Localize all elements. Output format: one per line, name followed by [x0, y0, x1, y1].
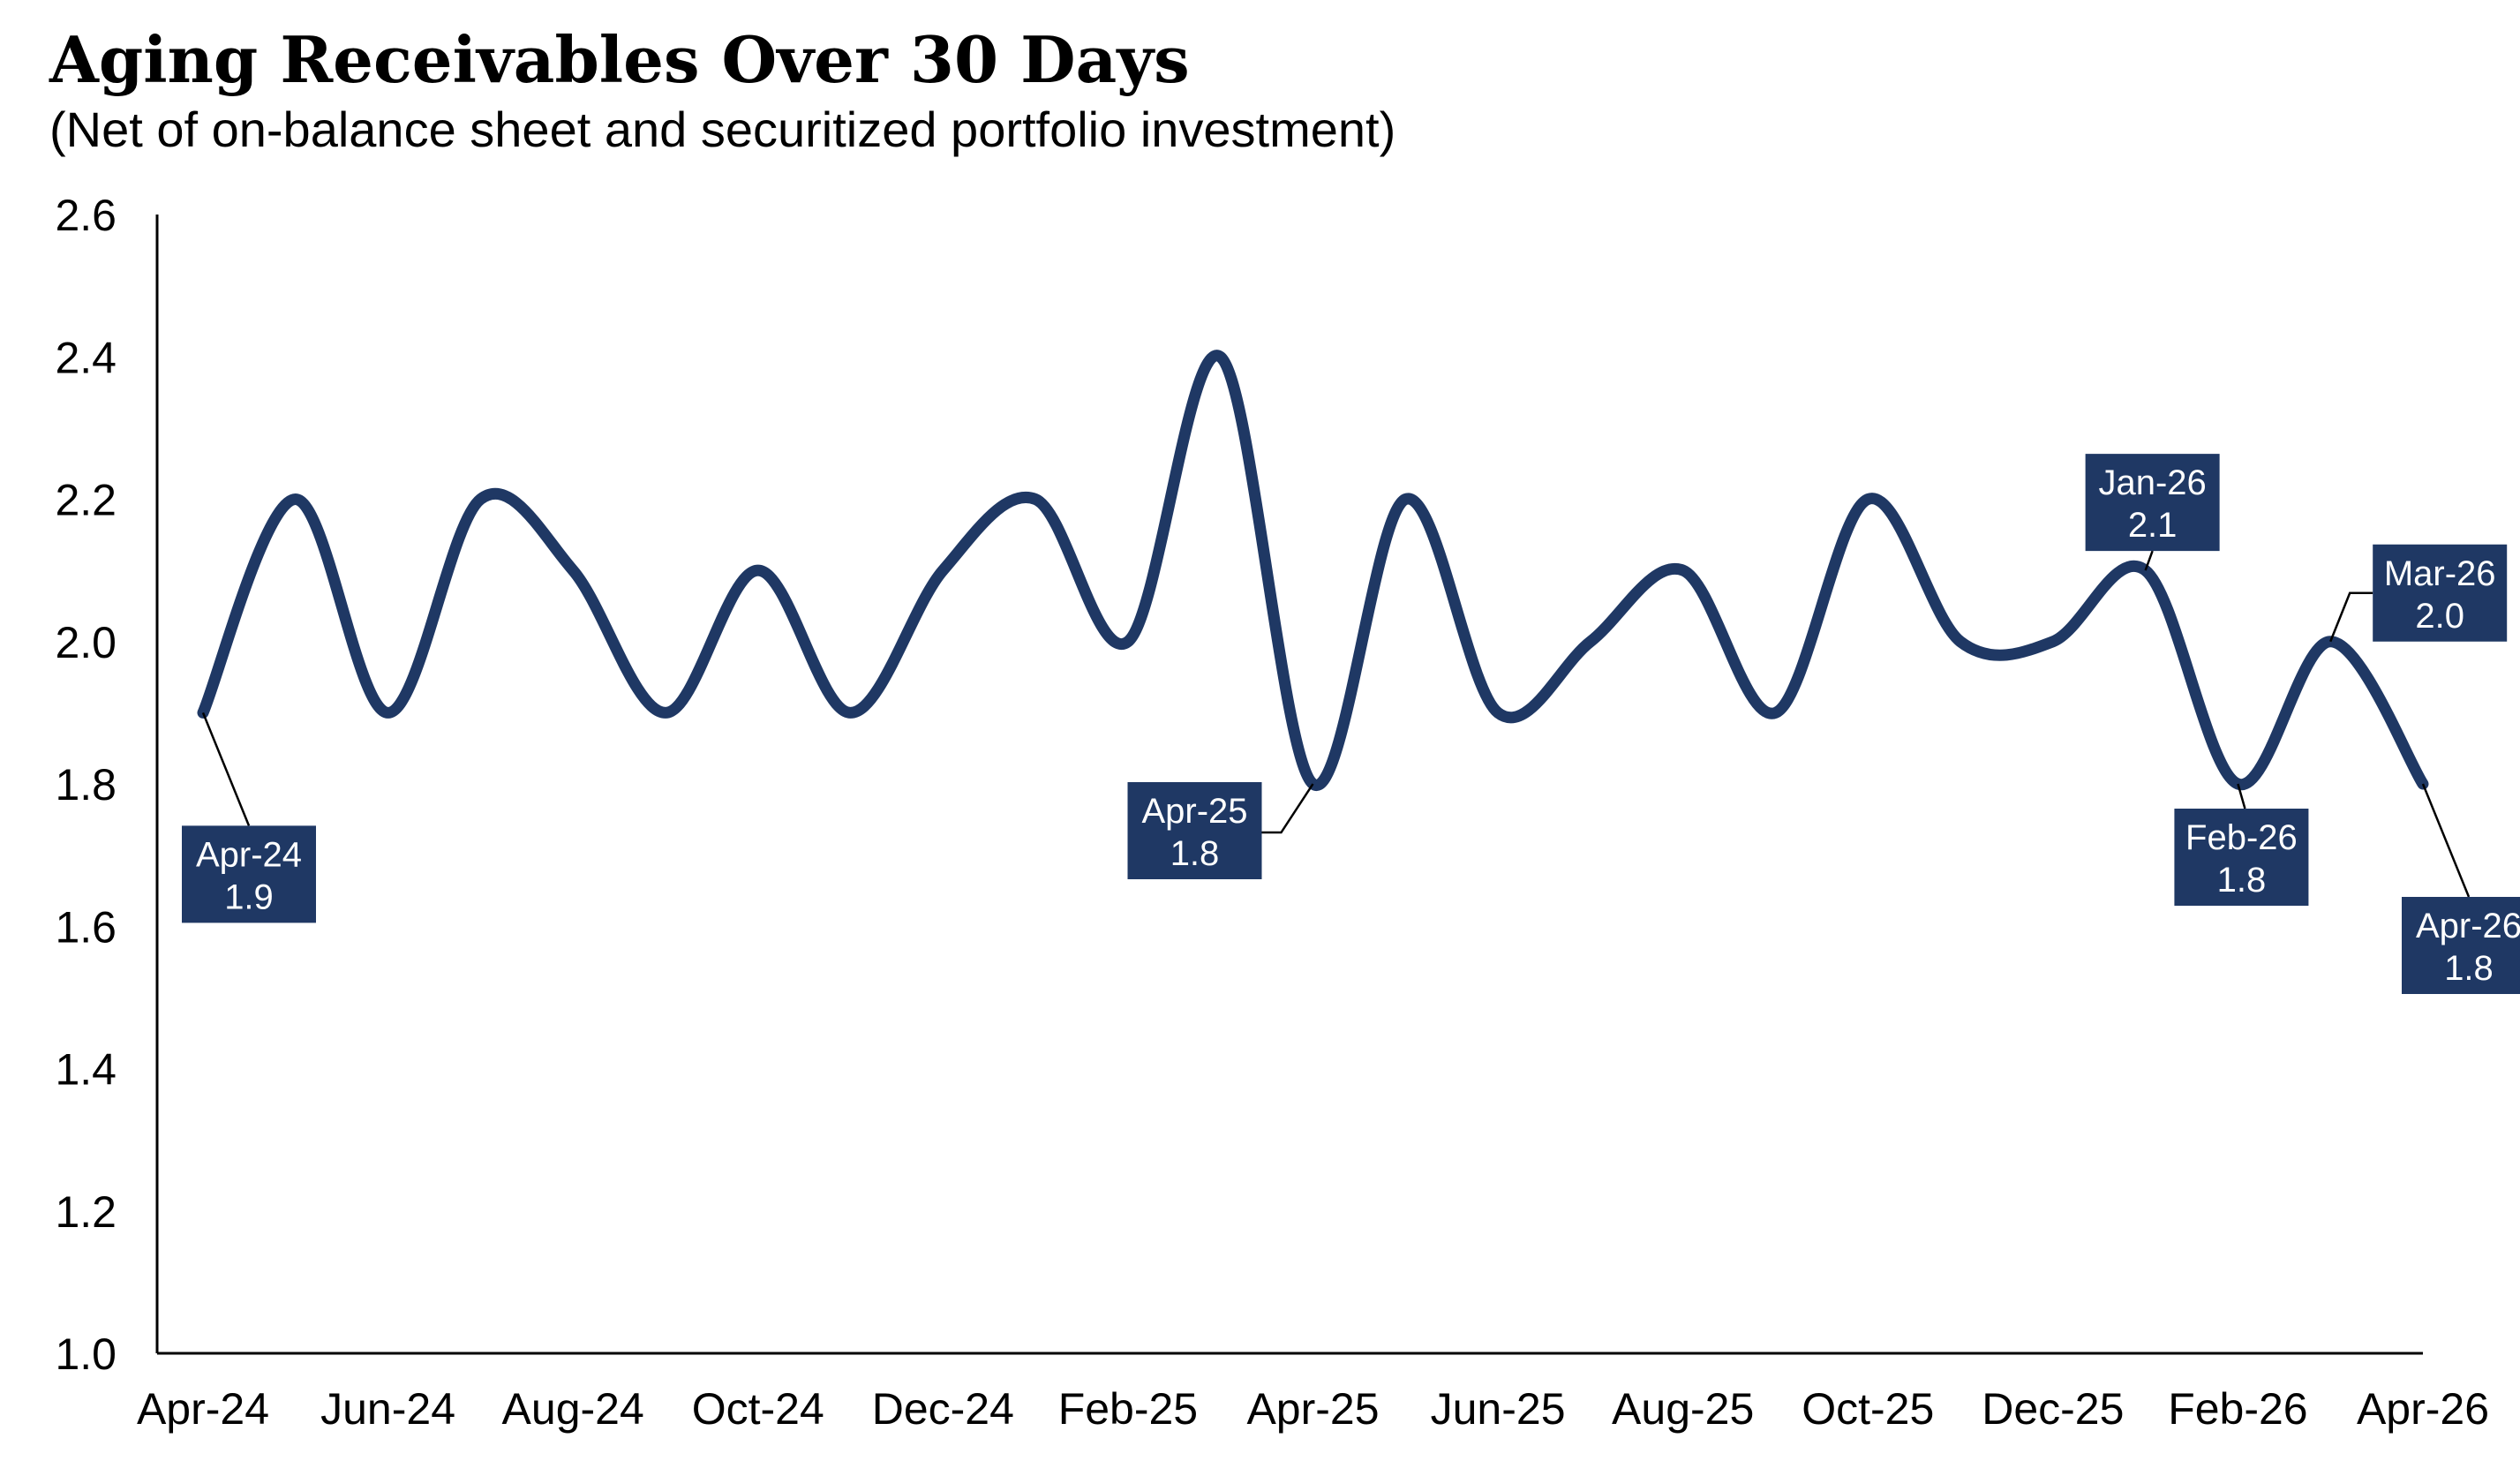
- annotation-leader-line: [1261, 783, 1314, 834]
- annotation-box: [182, 825, 316, 923]
- annotation-month-label: Apr-26: [2416, 907, 2520, 945]
- x-tick-label: Dec-25: [1982, 1384, 2124, 1434]
- x-tick-label: Dec-24: [872, 1384, 1014, 1434]
- annotation-box: [2085, 454, 2220, 552]
- annotation-leader-line: [2421, 783, 2471, 898]
- annotation-callout: Apr-26 1.8: [2402, 783, 2520, 994]
- y-tick-label: 1.4: [55, 1045, 117, 1095]
- x-tick-label: Apr-24: [137, 1384, 269, 1434]
- x-tick-label: Apr-25: [1246, 1384, 1379, 1434]
- x-tick-label: Oct-24: [692, 1384, 824, 1434]
- x-tick-label: Jun-24: [320, 1384, 455, 1434]
- annotations-group: Apr-241.9Apr-251.8Jan-262.1Feb-261.8Mar-…: [182, 454, 2520, 994]
- annotation-box: [2174, 809, 2309, 906]
- annotation-month-label: Apr-24: [196, 835, 302, 874]
- x-tick-label: Oct-25: [1802, 1384, 1934, 1434]
- annotation-callout: Jan-26 2.1: [2085, 454, 2220, 571]
- series-line-0: [197, 350, 2429, 791]
- annotation-leader-line: [2144, 550, 2154, 571]
- y-tick-label: 1.6: [55, 902, 117, 952]
- x-tick-label: Jun-25: [1431, 1384, 1566, 1434]
- series-group: [197, 350, 2429, 791]
- y-axis-ticks: 1.0 1.2 1.4 1.6 1.8 2.0 2.2 2.4 2.6: [55, 191, 117, 1379]
- annotation-month-label: Apr-25: [1141, 792, 1247, 831]
- x-tick-label: Apr-26: [2357, 1384, 2489, 1434]
- annotation-leader-line: [201, 712, 251, 826]
- x-axis-ticks: Apr-24 Jun-24 Aug-24 Oct-24 Dec-24 Feb-25 Apr-…: [137, 1384, 2489, 1434]
- annotation-callout: Mar-26 2.0: [2329, 544, 2508, 643]
- annotation-value-label: 1.8: [2444, 949, 2494, 988]
- annotation-value-label: 1.8: [1170, 834, 1220, 873]
- x-tick-label: Aug-25: [1612, 1384, 1754, 1434]
- y-tick-label: 2.6: [55, 191, 117, 240]
- annotation-leader-line: [2237, 783, 2246, 810]
- annotation-box: [1127, 782, 1262, 879]
- annotation-box: [2373, 544, 2508, 642]
- y-tick-label: 2.0: [55, 618, 117, 667]
- chart-axes: [155, 215, 2423, 1355]
- x-tick-label: Feb-26: [2168, 1384, 2307, 1434]
- x-tick-label: Aug-24: [502, 1384, 644, 1434]
- annotation-month-label: Mar-26: [2384, 554, 2496, 593]
- annotation-month-label: Feb-26: [2185, 818, 2298, 857]
- annotation-callout: Apr-251.8: [1127, 782, 1314, 879]
- annotation-callout: Apr-241.9: [182, 712, 316, 923]
- y-tick-label: 1.0: [55, 1329, 117, 1379]
- annotation-value-label: 2.1: [2128, 506, 2178, 545]
- y-tick-label: 1.2: [55, 1187, 117, 1237]
- y-tick-label: 2.2: [55, 476, 117, 525]
- annotation-leader-line: [2329, 591, 2373, 643]
- annotation-value-label: 2.0: [2415, 597, 2464, 636]
- annotation-month-label: Jan-26: [2098, 463, 2206, 502]
- annotation-value-label: 1.9: [224, 877, 274, 916]
- annotation-box: [2402, 897, 2520, 994]
- y-tick-label: 2.4: [55, 333, 117, 382]
- annotation-value-label: 1.8: [2217, 861, 2267, 900]
- annotation-callout: Feb-26 1.8: [2174, 783, 2309, 906]
- chart-subtitle: (Net of on-balance sheet and securitized…: [49, 102, 1396, 157]
- x-tick-label: Feb-25: [1058, 1384, 1198, 1434]
- chart-title: Aging Receivables Over 30 Days: [49, 22, 1190, 97]
- y-tick-label: 1.8: [55, 760, 117, 810]
